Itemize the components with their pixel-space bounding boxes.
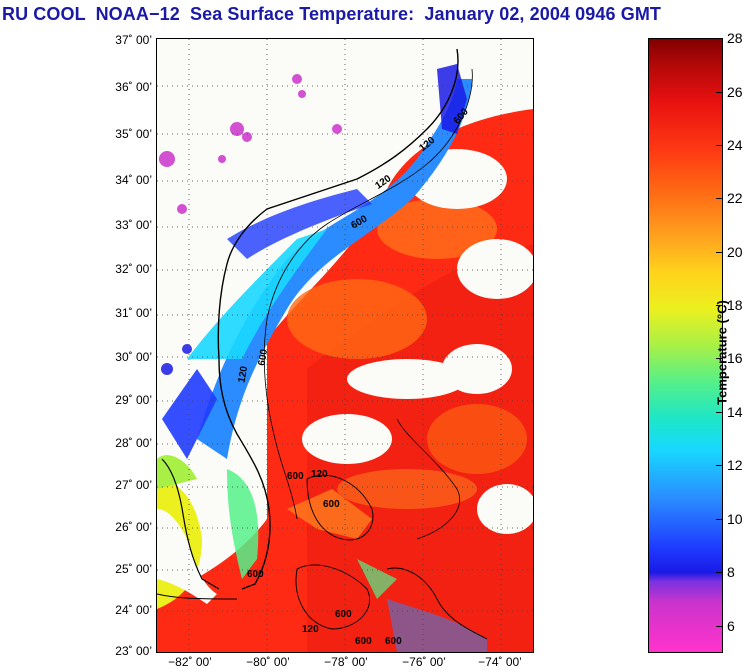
colorbar-tick: 6 <box>727 618 735 634</box>
lat-label: 23˚ 00’ <box>115 644 152 658</box>
lat-label: 29˚ 00’ <box>115 393 152 407</box>
lat-label: 36˚ 00’ <box>115 80 152 94</box>
lat-label: 37˚ 00’ <box>115 33 152 47</box>
colorbar-tick: 14 <box>727 404 743 420</box>
sst-map-image <box>157 39 533 652</box>
colorbar-tick: 26 <box>727 84 743 100</box>
colorbar-tick: 10 <box>727 511 743 527</box>
lat-label: 27˚ 00’ <box>115 478 152 492</box>
contour-label: 600 <box>385 636 402 647</box>
contour-label: 600 <box>335 609 352 620</box>
colorbar-tickmark <box>716 412 722 413</box>
contour-label: 600 <box>247 569 264 580</box>
colorbar-tickmark <box>716 305 722 306</box>
colorbar-tickmark <box>716 252 722 253</box>
colorbar-tick: 16 <box>727 350 743 366</box>
sst-map: 600 120 600 120 600 120 600 120 600 600 … <box>156 38 534 653</box>
lon-label: −74˚ 00’ <box>478 655 522 669</box>
colorbar-tickmark <box>716 198 722 199</box>
colorbar-label-text: Temperature (°C) <box>714 300 730 405</box>
lat-label: 35˚ 00’ <box>115 127 152 141</box>
colorbar-tick: 22 <box>727 190 743 206</box>
contour-label: 600 <box>323 499 340 510</box>
colorbar-tickmark <box>716 465 722 466</box>
lat-label: 33˚ 00’ <box>115 218 152 232</box>
colorbar-tickmark <box>716 145 722 146</box>
lat-label: 25˚ 00’ <box>115 562 152 576</box>
colorbar-tickmark <box>716 572 722 573</box>
lat-label: 31˚ 00’ <box>115 306 152 320</box>
colorbar-tick: 8 <box>727 564 735 580</box>
lat-label: 32˚ 00’ <box>115 262 152 276</box>
lon-label: −82˚ 00’ <box>168 655 212 669</box>
colorbar-tick: 28 <box>727 30 743 46</box>
contour-label: 120 <box>302 624 319 635</box>
lat-label: 26˚ 00’ <box>115 520 152 534</box>
lat-label: 30˚ 00’ <box>115 350 152 364</box>
colorbar-tick: 18 <box>727 297 743 313</box>
colorbar-tickmark <box>716 92 722 93</box>
lon-label: −78˚ 00’ <box>324 655 368 669</box>
colorbar-tick: 24 <box>727 137 743 153</box>
map-title: RU COOL NOAA−12 Sea Surface Temperature:… <box>2 4 662 24</box>
lon-label: −80˚ 00’ <box>246 655 290 669</box>
lon-label: −76˚ 00’ <box>402 655 446 669</box>
lat-label: 34˚ 00’ <box>115 173 152 187</box>
colorbar-tickmark <box>716 519 722 520</box>
colorbar-tick: 20 <box>727 244 743 260</box>
lat-label: 28˚ 00’ <box>115 436 152 450</box>
colorbar-tickmark <box>716 358 722 359</box>
contour-label: 600 <box>355 636 372 647</box>
contour-label: 600 <box>287 471 304 482</box>
lat-label: 24˚ 00’ <box>115 603 152 617</box>
colorbar-tick: 12 <box>727 457 743 473</box>
colorbar-tickmark <box>716 626 722 627</box>
contour-label: 120 <box>311 469 328 480</box>
temperature-colorbar <box>648 38 723 653</box>
